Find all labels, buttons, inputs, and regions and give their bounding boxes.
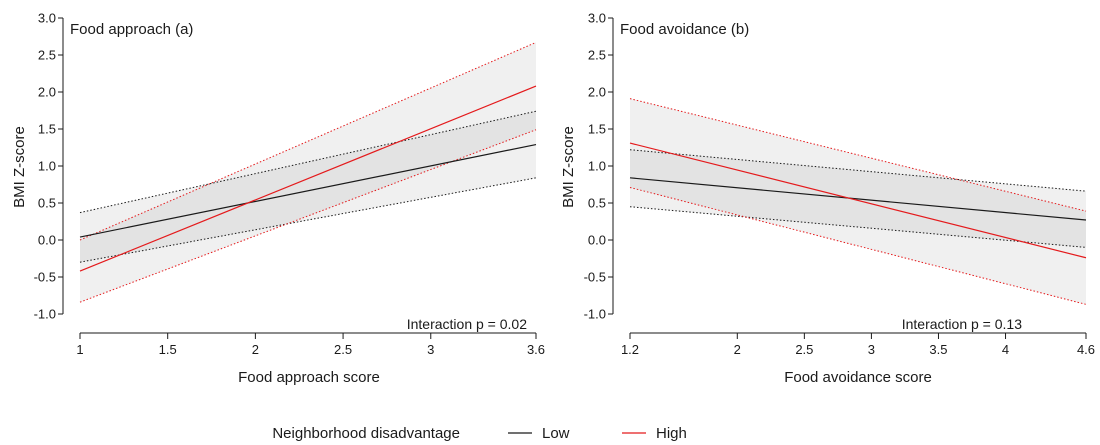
x-axis: 1 1.5 2 2.5 3 3.6 bbox=[76, 332, 545, 357]
x-tick-label: 1.2 bbox=[621, 342, 639, 357]
x-tick-label: 2.5 bbox=[795, 342, 813, 357]
x-tick-label: 3 bbox=[427, 342, 434, 357]
legend-label-high: High bbox=[656, 425, 687, 442]
x-tick-label: 1.5 bbox=[159, 342, 177, 357]
x-tick-label: 1 bbox=[76, 342, 83, 357]
interaction-annotation: Interaction p = 0.02 bbox=[407, 316, 527, 332]
interaction-annotation: Interaction p = 0.13 bbox=[902, 316, 1022, 332]
y-tick-label: 1.0 bbox=[588, 159, 606, 174]
y-tick-label: 3.0 bbox=[588, 11, 606, 26]
y-tick-label: 2.0 bbox=[588, 85, 606, 100]
y-tick-label: 0.0 bbox=[588, 233, 606, 248]
x-tick-label: 4.6 bbox=[1077, 342, 1095, 357]
ci-band-high bbox=[80, 42, 536, 303]
legend: Neighborhood disadvantage Low High bbox=[272, 425, 687, 442]
y-tick-label: -0.5 bbox=[34, 270, 56, 285]
y-tick-label: -0.5 bbox=[584, 270, 606, 285]
x-tick-label: 3.5 bbox=[929, 342, 947, 357]
y-tick-label: 2.0 bbox=[38, 85, 56, 100]
panel-title: Food approach (a) bbox=[70, 21, 193, 38]
y-tick-label: 2.5 bbox=[588, 48, 606, 63]
panel-food-approach: Food approach (a) Interaction p = 0.02 F… bbox=[11, 11, 545, 387]
ci-boundary-low-upper bbox=[79, 110, 537, 214]
x-axis-title: Food approach score bbox=[238, 369, 380, 386]
plot-area bbox=[629, 98, 1087, 305]
x-tick-label: 2 bbox=[252, 342, 259, 357]
series-line-high bbox=[79, 85, 537, 272]
ci-boundary-high-lower bbox=[629, 186, 1087, 305]
ci-boundary-low-upper bbox=[629, 149, 1087, 192]
y-tick-label: 0.5 bbox=[38, 196, 56, 211]
y-tick-label: 2.5 bbox=[38, 48, 56, 63]
panel-food-avoidance: Food avoidance (b) Interaction p = 0.13 … bbox=[560, 11, 1095, 387]
y-tick-label: 1.5 bbox=[38, 122, 56, 137]
ci-boundary-high-lower bbox=[79, 129, 537, 303]
y-tick-label: -1.0 bbox=[584, 307, 606, 322]
y-tick-label: 0.5 bbox=[588, 196, 606, 211]
legend-title: Neighborhood disadvantage bbox=[272, 425, 460, 442]
series-line-high bbox=[629, 142, 1087, 259]
x-tick-label: 2.5 bbox=[334, 342, 352, 357]
x-axis-title: Food avoidance score bbox=[784, 369, 932, 386]
ci-boundary-low-lower bbox=[79, 177, 537, 263]
plot-area bbox=[79, 41, 537, 303]
ci-boundary-high-upper bbox=[79, 41, 537, 241]
x-tick-label: 4 bbox=[1002, 342, 1009, 357]
ci-boundary-high-upper bbox=[629, 98, 1087, 212]
y-axis-title: BMI Z-score bbox=[560, 126, 577, 208]
y-tick-label: 1.0 bbox=[38, 159, 56, 174]
y-axis: -1.0 -0.5 0.0 0.5 1.0 1.5 2.0 2.5 3.0 bbox=[34, 11, 64, 322]
panel-title: Food avoidance (b) bbox=[620, 21, 749, 38]
series-line-low bbox=[79, 143, 537, 238]
y-tick-label: 3.0 bbox=[38, 11, 56, 26]
x-axis: 1.2 2 2.5 3 3.5 4 4.6 bbox=[621, 332, 1095, 357]
y-tick-label: 1.5 bbox=[588, 122, 606, 137]
legend-label-low: Low bbox=[542, 425, 570, 442]
y-tick-label: 0.0 bbox=[38, 233, 56, 248]
x-tick-label: 3.6 bbox=[527, 342, 545, 357]
x-tick-label: 2 bbox=[734, 342, 741, 357]
ci-boundary-low-lower bbox=[629, 206, 1087, 248]
y-axis: -1.0 -0.5 0.0 0.5 1.0 1.5 2.0 2.5 3.0 bbox=[584, 11, 614, 322]
x-tick-label: 3 bbox=[868, 342, 875, 357]
ci-band-high bbox=[630, 98, 1086, 305]
y-tick-label: -1.0 bbox=[34, 307, 56, 322]
series-line-low bbox=[629, 177, 1087, 221]
y-axis-title: BMI Z-score bbox=[11, 126, 28, 208]
